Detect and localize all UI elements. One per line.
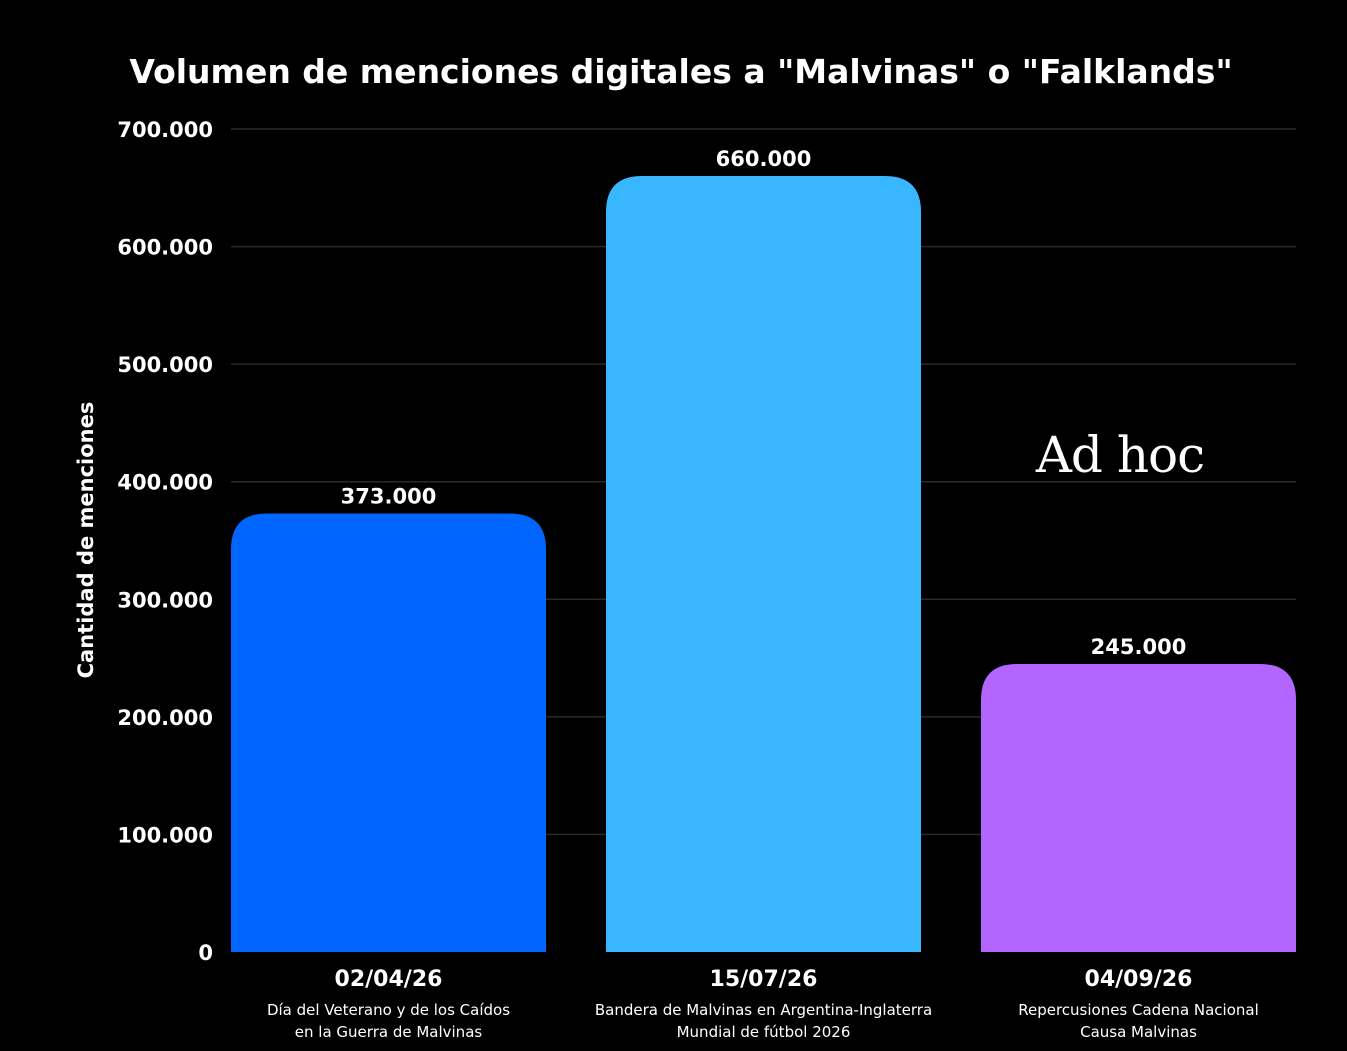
x-category-description: Día del Veterano y de los Caídos (267, 1001, 510, 1019)
y-tick-label: 0 (198, 941, 213, 965)
x-category-label: 15/07/26 (710, 967, 818, 992)
bar-value-label: 373.000 (341, 484, 437, 508)
x-category-description: Bandera de Malvinas en Argentina-Inglate… (595, 1001, 932, 1019)
x-category-description: Repercusiones Cadena Nacional (1018, 1001, 1259, 1019)
chart-title: Volumen de menciones digitales a "Malvin… (129, 52, 1232, 91)
y-axis-label: Cantidad de menciones (74, 402, 98, 679)
value-labels: 373.000 660.000 245.000 (341, 147, 1187, 659)
bars (231, 176, 1296, 952)
bar-value-label: 660.000 (716, 147, 812, 171)
x-category-description: Mundial de fútbol 2026 (677, 1023, 851, 1041)
y-tick-label: 100.000 (117, 823, 213, 847)
bar-02-04-26 (231, 513, 546, 952)
y-tick-label: 600.000 (117, 236, 213, 260)
bar-15-07-26 (606, 176, 921, 952)
y-tick-label: 700.000 (117, 118, 213, 142)
y-tick-label: 200.000 (117, 706, 213, 730)
adhoc-watermark-logo: Ad hoc (1035, 426, 1204, 484)
y-axis-ticks: 0 100.000 200.000 300.000 400.000 500.000 600.… (117, 118, 213, 965)
y-tick-label: 500.000 (117, 353, 213, 377)
x-category-description: Causa Malvinas (1080, 1023, 1197, 1041)
x-category-label: 04/09/26 (1085, 967, 1193, 992)
bar-value-label: 245.000 (1091, 635, 1187, 659)
x-category-label: 02/04/26 (335, 967, 443, 992)
y-tick-label: 400.000 (117, 471, 213, 495)
y-tick-label: 300.000 (117, 588, 213, 612)
bar-04-09-26 (981, 663, 1296, 952)
x-category-description: en la Guerra de Malvinas (295, 1023, 483, 1041)
x-axis-categories: 02/04/26 Día del Veterano y de los Caídos… (267, 967, 1259, 1041)
